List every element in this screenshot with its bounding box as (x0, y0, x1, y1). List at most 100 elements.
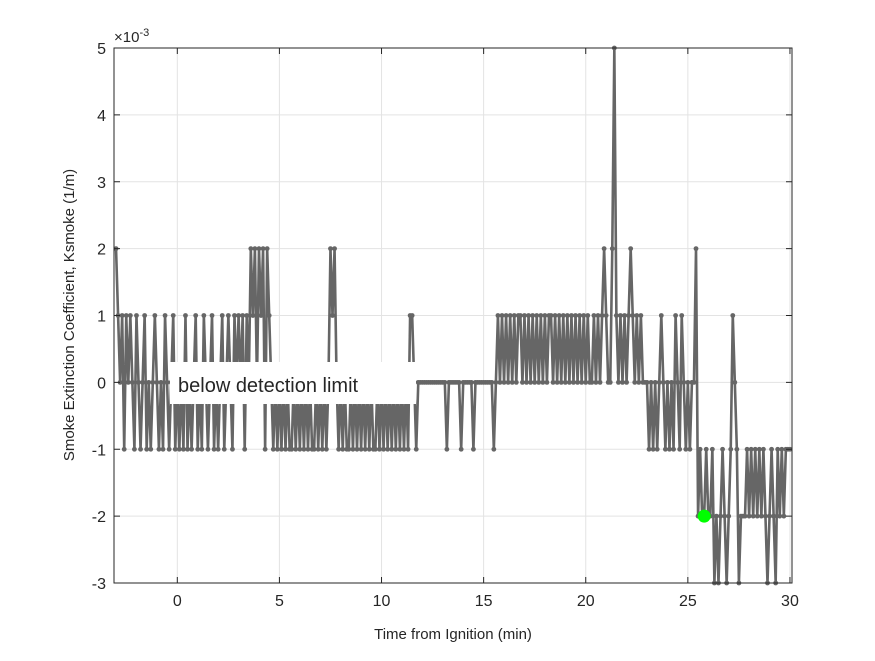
data-point (193, 313, 199, 318)
data-point (697, 446, 703, 452)
data-point (142, 313, 148, 318)
data-point (134, 313, 139, 318)
data-point (125, 379, 131, 385)
data-point (195, 446, 201, 452)
data-point (346, 446, 352, 452)
data-point (468, 379, 474, 385)
data-point (215, 446, 221, 452)
data-point (393, 446, 399, 452)
data-point (595, 313, 601, 318)
data-point (673, 313, 678, 318)
data-point (509, 379, 515, 385)
data-point (532, 379, 538, 385)
data-point (538, 313, 544, 318)
data-point (597, 379, 603, 385)
data-point (599, 313, 605, 318)
data-point (756, 446, 762, 452)
data-point (489, 379, 495, 385)
data-point (405, 446, 411, 452)
data-point (777, 513, 783, 519)
y-tick-label: 0 (97, 375, 106, 392)
data-point (201, 313, 207, 318)
data-point (709, 446, 715, 452)
data-point (252, 246, 258, 252)
data-point (667, 446, 672, 452)
data-point (323, 446, 329, 452)
data-point (366, 446, 372, 452)
data-point (683, 446, 689, 452)
data-point (569, 313, 574, 318)
data-point (358, 446, 364, 452)
data-point (513, 379, 519, 385)
data-point (503, 313, 509, 318)
data-point (385, 446, 391, 452)
data-point (389, 446, 395, 452)
data-point (330, 313, 335, 318)
data-point (236, 313, 241, 318)
data-point (170, 313, 176, 318)
data-point (505, 379, 511, 385)
data-point (242, 446, 248, 452)
data-point (693, 246, 699, 252)
data-point (377, 446, 382, 452)
data-point (622, 313, 627, 318)
data-point (601, 246, 607, 252)
data-point (732, 379, 738, 385)
data-point (146, 379, 152, 385)
data-point (166, 446, 172, 452)
data-point (607, 379, 613, 385)
data-point (564, 313, 570, 318)
data-point (556, 313, 562, 318)
data-point (726, 513, 732, 519)
data-point (144, 446, 150, 452)
data-point (775, 446, 781, 452)
data-point (176, 446, 182, 452)
y-tick-label: 5 (97, 41, 106, 58)
data-point (244, 313, 250, 318)
data-point (336, 446, 342, 452)
data-point (730, 313, 736, 318)
data-point (458, 446, 464, 452)
data-point (381, 446, 386, 452)
data-point (558, 379, 564, 385)
data-point (687, 446, 693, 452)
data-point (571, 379, 576, 385)
data-point (520, 379, 525, 385)
data-point (319, 446, 325, 452)
data-point (562, 379, 568, 385)
data-point (748, 446, 754, 452)
data-point (121, 446, 127, 452)
data-point (703, 446, 709, 452)
data-point (560, 313, 566, 318)
y-tick-label: 3 (97, 175, 106, 192)
highlight-point (697, 509, 711, 523)
data-point (199, 446, 205, 452)
data-point (660, 379, 666, 385)
data-point (771, 513, 777, 519)
data-point (528, 379, 534, 385)
data-point (752, 446, 758, 452)
data-point (626, 313, 632, 318)
data-point (744, 446, 750, 452)
data-point (579, 379, 585, 385)
data-point (589, 379, 595, 385)
data-point (781, 513, 787, 519)
data-point (354, 446, 360, 452)
data-point (181, 446, 186, 452)
data-point (767, 513, 772, 519)
data-point (497, 379, 503, 385)
data-point (491, 446, 497, 452)
data-point (164, 379, 170, 385)
data-point (616, 379, 621, 385)
x-axis-label: Time from Ignition (min) (374, 626, 532, 643)
data-point (540, 379, 546, 385)
data-point (511, 313, 517, 318)
y-axis-label: Smoke Extinction Coefficient, Ksmoke (1/… (61, 169, 78, 461)
data-point (650, 446, 656, 452)
data-point (262, 446, 268, 452)
data-point (211, 446, 217, 452)
data-point (552, 313, 558, 318)
data-point (763, 513, 768, 519)
y-tick-label: -3 (92, 576, 106, 593)
